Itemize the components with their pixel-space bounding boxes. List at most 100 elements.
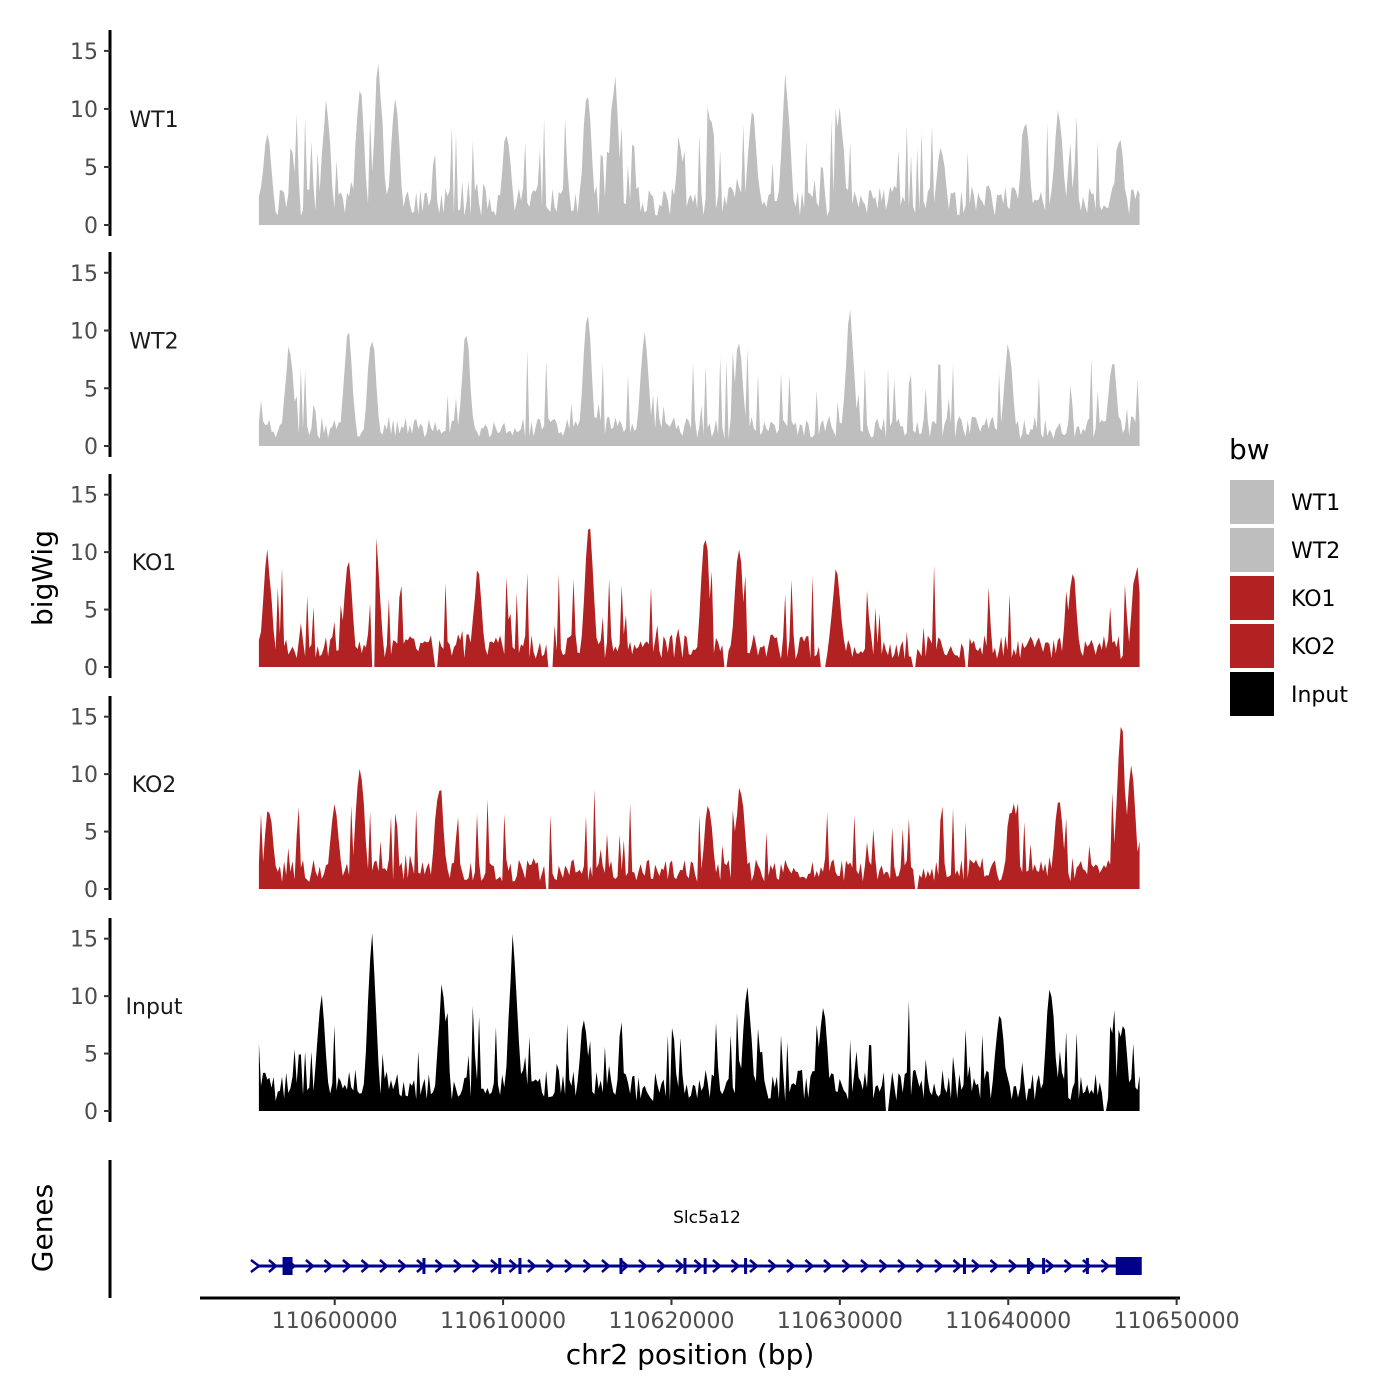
legend-key-ko2 [1230,624,1274,668]
exon [282,1257,293,1275]
strand-arrow [490,1259,500,1273]
strand-arrow [749,1259,759,1273]
strand-arrow [1082,1259,1092,1273]
exon [683,1258,687,1274]
exon [422,1258,426,1274]
strand-arrow [823,1259,833,1273]
strand-arrow [397,1259,408,1273]
strand-arrow [471,1259,482,1273]
gene-name-label: Slc5a12 [673,1208,741,1228]
strand-arrow [860,1259,870,1273]
y-axis-title: bigWig [26,530,59,626]
genes-axis-title: Genes [26,1184,59,1272]
signal-area-wt2 [258,309,1140,446]
strand-arrow [342,1259,352,1273]
legend-key-input [1230,672,1274,716]
y-tick-label: 5 [84,599,98,624]
tracks-group: 0 5 10 15 WT1 0 5 10 15 WT2 0 5 10 15 KO1 0 5 10 15 KO2 0 5 10… [70,30,1140,1125]
strand-arrow [712,1259,722,1273]
strand-arrow [564,1259,574,1273]
strand-arrow [360,1259,371,1273]
y-tick-label: 15 [70,706,98,731]
strand-arrow [379,1259,389,1273]
y-tick-label: 15 [70,928,98,953]
y-tick-label: 10 [70,320,98,345]
exon [962,1258,966,1274]
strand-arrow [434,1259,445,1273]
strand-arrow [675,1259,685,1273]
legend-label-wt1: WT1 [1291,491,1340,516]
strand-arrow [989,1259,1000,1273]
y-tick-label: 5 [84,821,98,846]
exon [1085,1258,1089,1274]
legend-label-input: Input [1291,683,1348,708]
y-tick-label: 5 [84,377,98,402]
legend-key-ko1 [1230,576,1274,620]
legend: bw WT1 WT2 KO1 KO2 Input [1229,433,1348,716]
y-tick-label: 10 [70,985,98,1010]
exon [744,1258,748,1274]
strand-arrow [323,1259,334,1273]
y-tick-label: 15 [70,262,98,287]
legend-key-wt1 [1230,480,1274,524]
strand-arrow [767,1259,778,1273]
strand-arrow [786,1259,796,1273]
y-tick-label: 0 [84,878,98,903]
legend-key-wt2 [1230,528,1274,572]
signal-area-ko2 [258,726,1140,889]
strand-arrow [453,1259,463,1273]
track-label-wt2: WT2 [129,330,178,355]
track-label-ko1: KO1 [132,551,177,576]
strand-arrow [804,1259,815,1273]
track-panel-ko2: 0 5 10 15 KO2 [70,696,1140,903]
y-tick-label: 5 [84,156,98,181]
signal-area-ko1 [258,528,1140,667]
exon [619,1258,623,1274]
track-panel-wt1: 0 5 10 15 WT1 [70,30,1140,239]
strand-arrow [508,1259,519,1273]
track-label-wt1: WT1 [129,108,178,133]
strand-arrow [545,1259,556,1273]
exon [1042,1258,1046,1274]
y-tick-label: 10 [70,763,98,788]
exon [498,1258,502,1274]
x-axis: 110600000 110610000 110620000 110630000 1106… [200,1296,1240,1334]
track-label-ko2: KO2 [132,773,177,798]
strand-arrow [619,1259,630,1273]
strand-arrow [656,1259,667,1273]
legend-title: bw [1229,433,1270,466]
track-panel-input: 0 5 10 15 Input [70,918,1140,1125]
strand-arrow [730,1259,741,1273]
track-panel-ko1: 0 5 10 15 KO1 [70,474,1140,681]
x-tick-label: 110620000 [608,1309,734,1334]
exon [518,1258,522,1274]
track-label-input: Input [126,995,183,1020]
strand-arrow [1008,1259,1018,1273]
y-tick-label: 0 [84,1100,98,1125]
legend-label-ko2: KO2 [1291,635,1336,660]
x-tick-label: 110600000 [272,1309,398,1334]
y-tick-label: 10 [70,541,98,566]
strand-arrow [971,1259,981,1273]
y-tick-label: 0 [84,656,98,681]
strand-arrow [934,1259,944,1273]
strand-arrow [305,1259,315,1273]
y-tick-label: 5 [84,1043,98,1068]
strand-arrow [1045,1259,1055,1273]
signal-area-wt1 [258,63,1140,226]
x-axis-title: chr2 position (bp) [566,1338,815,1371]
strand-arrow [952,1259,963,1273]
strand-arrow [601,1259,611,1273]
track-panel-wt2: 0 5 10 15 WT2 [70,252,1140,460]
strand-arrow [897,1259,907,1273]
legend-label-wt2: WT2 [1291,539,1340,564]
x-tick-label: 110630000 [777,1309,903,1334]
exon [703,1258,707,1274]
y-tick-label: 15 [70,40,98,65]
gene-start-arrow [250,1259,262,1273]
y-tick-label: 0 [84,435,98,460]
gene-track: Slc5a12 [108,1160,1142,1298]
strand-arrow [915,1259,926,1273]
strand-arrow [841,1259,852,1273]
